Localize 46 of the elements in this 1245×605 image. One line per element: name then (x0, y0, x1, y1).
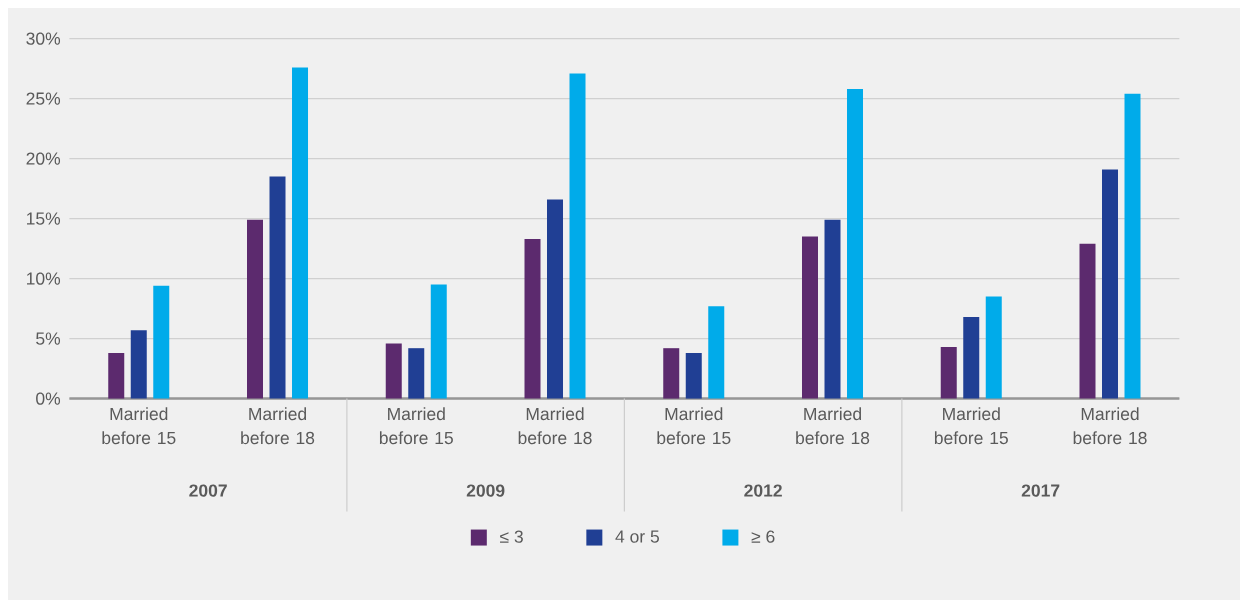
text: 2017 (1021, 484, 1060, 497)
bar (985, 296, 1002, 399)
x-tick-label: Married before 18 (518, 407, 592, 445)
bar (408, 348, 425, 399)
bar (963, 316, 980, 399)
bar (430, 284, 447, 399)
y-tick-label: 0% (36, 392, 61, 405)
x-tick-label: Married before 15 (934, 407, 1008, 445)
legend-label: 4 or 5 (615, 530, 659, 543)
text: 2012 (744, 484, 782, 497)
bar (824, 219, 841, 399)
bar (663, 348, 680, 399)
bar (292, 67, 309, 399)
bar (247, 219, 263, 399)
bar (524, 238, 541, 399)
legend-label: ≥ 6 (751, 530, 775, 543)
bar (130, 330, 147, 399)
y-tick-label: 5% (36, 332, 61, 345)
bar (547, 199, 564, 399)
x-tick-label: Married before 18 (796, 407, 870, 445)
bar (940, 346, 957, 399)
bar (685, 352, 702, 399)
bar (847, 88, 864, 399)
bar (801, 236, 818, 399)
y-tick-label: 10% (27, 272, 61, 285)
bar (1124, 93, 1141, 399)
bar (269, 176, 286, 399)
bar (708, 306, 725, 399)
y-tick-label: 30% (26, 32, 61, 45)
text: 2007 (189, 484, 227, 497)
x-tick-label: Married before 15 (657, 407, 731, 445)
y-tick-label: 25% (26, 92, 61, 105)
bar (569, 73, 586, 399)
legend-label: ≤ 3 (500, 530, 523, 543)
x-tick-label: Married before 15 (102, 407, 176, 445)
x-tick-label: Married before 18 (241, 407, 315, 445)
bar (108, 352, 125, 399)
x-tick-label: Married before 18 (1073, 407, 1147, 445)
x-tick-label: Married before 15 (379, 407, 453, 445)
y-tick-label: 20% (26, 152, 61, 165)
bar (385, 343, 402, 399)
text: 2009 (466, 484, 505, 497)
bar (153, 285, 170, 399)
bar (1102, 169, 1118, 399)
bar (1079, 243, 1096, 399)
y-tick-label: 15% (27, 212, 61, 225)
